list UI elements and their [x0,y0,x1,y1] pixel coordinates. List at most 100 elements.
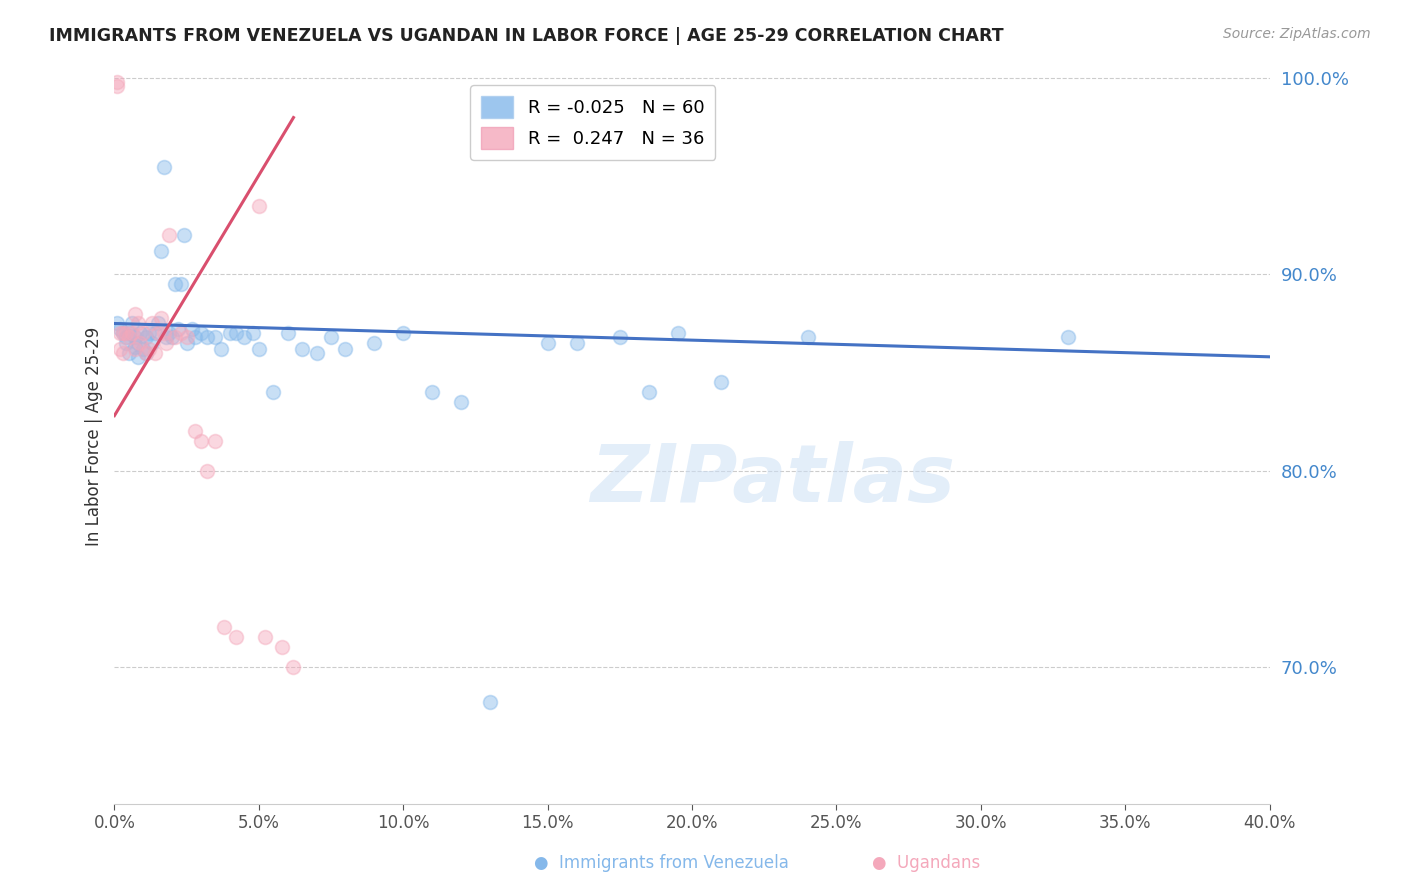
Point [609,330,631,344]
Point [247,199,270,213]
Point [141,336,163,351]
Point [537,336,560,351]
Point [160,330,183,344]
Point [392,326,415,341]
Point [149,310,172,325]
Point [242,326,264,341]
Point [112,326,135,341]
Point [157,228,180,243]
Point [108,322,131,336]
Point [108,342,131,356]
Point [124,307,146,321]
Text: ●  Ugandans: ● Ugandans [872,855,980,872]
Point [115,336,138,351]
Point [176,336,198,351]
Point [146,326,169,341]
Point [132,326,155,341]
Point [277,326,299,341]
Point [204,330,226,344]
Point [710,376,733,390]
Point [132,342,155,356]
Point [138,326,160,341]
Point [271,640,294,654]
Point [105,79,128,94]
Point [319,330,342,344]
Point [152,160,174,174]
Point [118,330,141,344]
Point [105,75,128,89]
Point [118,346,141,360]
Point [165,330,187,344]
Point [105,317,128,331]
Point [165,277,187,292]
Point [135,346,157,360]
Text: IMMIGRANTS FROM VENEZUELA VS UGANDAN IN LABOR FORCE | AGE 25-29 CORRELATION CHAR: IMMIGRANTS FROM VENEZUELA VS UGANDAN IN … [49,27,1004,45]
Point [181,322,204,336]
Point [190,434,212,449]
Point [108,326,131,341]
Point [129,326,152,341]
Point [143,346,166,360]
Point [176,330,198,344]
Point [190,326,212,341]
Point [262,385,284,400]
Point [796,330,818,344]
Legend: R = -0.025   N = 60, R =  0.247   N = 36: R = -0.025 N = 60, R = 0.247 N = 36 [470,85,716,160]
Point [149,244,172,258]
Point [283,659,305,673]
Point [335,342,357,356]
Point [115,330,138,344]
Point [127,350,149,364]
Point [170,326,193,341]
Point [138,342,160,356]
Point [141,317,163,331]
Point [478,695,501,709]
Point [127,336,149,351]
Point [124,330,146,344]
Point [135,346,157,360]
Text: ZIPatlas: ZIPatlas [591,442,956,519]
Y-axis label: In Labor Force | Age 25-29: In Labor Force | Age 25-29 [86,326,103,546]
Point [247,342,270,356]
Point [233,330,256,344]
Point [157,326,180,341]
Point [225,326,247,341]
Point [112,346,135,360]
Point [363,336,385,351]
Point [450,395,472,409]
Point [121,326,143,341]
Point [225,630,247,644]
Point [112,326,135,341]
Point [155,330,177,344]
Point [135,330,157,344]
Point [115,326,138,341]
Point [291,342,314,356]
Point [167,322,190,336]
Point [195,464,218,478]
Point [129,336,152,351]
Point [121,317,143,331]
Point [170,277,193,292]
Point [637,385,659,400]
Point [184,330,207,344]
Point [204,434,226,449]
Point [173,228,195,243]
Text: Source: ZipAtlas.com: Source: ZipAtlas.com [1223,27,1371,41]
Point [184,425,207,439]
Point [305,346,328,360]
Point [127,317,149,331]
Point [565,336,588,351]
Point [219,326,242,341]
Point [666,326,689,341]
Point [146,317,169,331]
Point [253,630,276,644]
Point [124,340,146,354]
Point [118,326,141,341]
Point [209,342,232,356]
Point [124,342,146,356]
Point [212,620,235,634]
Point [152,326,174,341]
Point [420,385,443,400]
Point [143,326,166,341]
Point [1056,330,1078,344]
